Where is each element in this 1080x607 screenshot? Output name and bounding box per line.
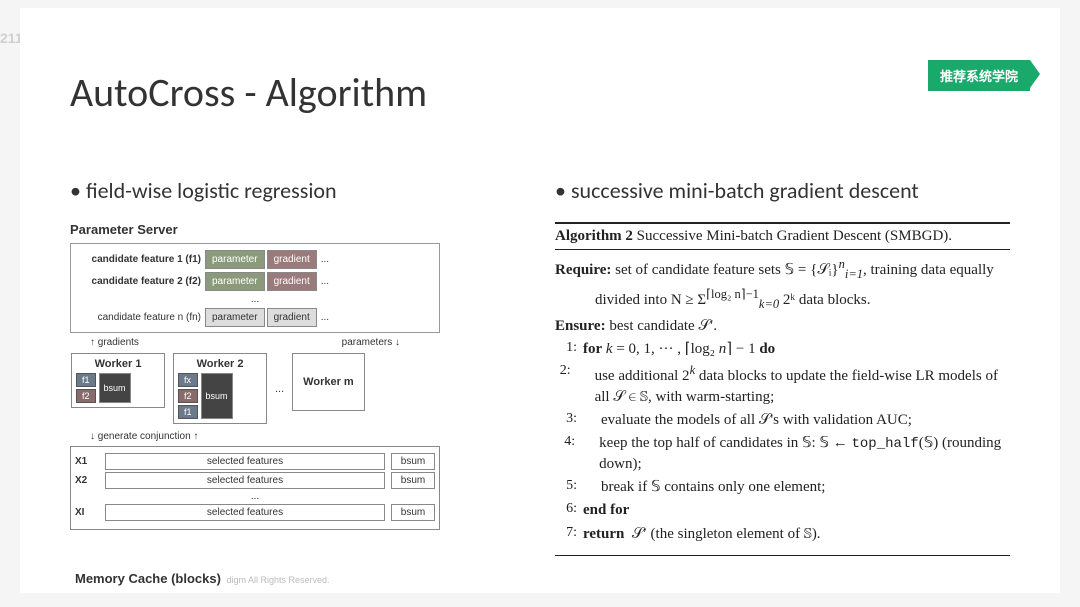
bsum-chip: bsum bbox=[201, 373, 233, 419]
footer: Memory Cache (blocks) digm All Rights Re… bbox=[75, 571, 330, 586]
algo-line: 1:for k = 0, 1, ··· , ⌈log₂ n⌉ − 1 do bbox=[555, 339, 1010, 359]
line-body: keep the top half of candidates in 𝕊: 𝕊 … bbox=[581, 433, 1010, 474]
grad-chip: gradient bbox=[267, 272, 317, 291]
slide-title: AutoCross - Algorithm bbox=[70, 68, 1010, 117]
algo-title: Algorithm 2 Successive Mini-batch Gradie… bbox=[555, 224, 1010, 250]
algo-name: Successive Mini-batch Gradient Descent (… bbox=[637, 228, 952, 244]
line-number: 7: bbox=[555, 524, 583, 543]
mem-row-label: X1 bbox=[75, 456, 99, 467]
feature-chip: f1 bbox=[76, 373, 96, 387]
line-body: end for bbox=[583, 500, 629, 520]
selected-features: selected features bbox=[105, 472, 385, 489]
line-number: 5: bbox=[555, 477, 583, 496]
slide: 推荐系统学院 AutoCross - Algorithm field-wise … bbox=[20, 8, 1060, 593]
mem-row-label: X2 bbox=[75, 475, 99, 486]
algo-line: 7:return 𝒮′ (the singleton element of 𝕊)… bbox=[555, 524, 1010, 544]
badge: 推荐系统学院 bbox=[928, 60, 1030, 91]
param-chip: parameter bbox=[205, 272, 265, 291]
ps-title: Parameter Server bbox=[70, 222, 440, 237]
memory-cache-title: Memory Cache (blocks) bbox=[75, 571, 221, 586]
algorithm-box: Algorithm 2 Successive Mini-batch Gradie… bbox=[555, 222, 1010, 556]
bsum-chip: bsum bbox=[99, 373, 131, 403]
candidate-row: candidate feature 2 (f2) parameter gradi… bbox=[77, 272, 433, 291]
worker-m-box: Worker m bbox=[292, 353, 365, 411]
parameters-label: parameters ↓ bbox=[342, 337, 400, 348]
left-bullet: field-wise logistic regression bbox=[70, 177, 525, 204]
algo-line: 3:evaluate the models of all 𝒮's with va… bbox=[555, 410, 1010, 430]
mem-row-label: XI bbox=[75, 507, 99, 518]
feature-chip: f1 bbox=[178, 405, 198, 419]
dots: ... bbox=[317, 254, 329, 265]
right-column: successive mini-batch gradient descent A… bbox=[555, 177, 1010, 556]
line-body: evaluate the models of all 𝒮's with vali… bbox=[583, 410, 912, 430]
line-number: 3: bbox=[555, 410, 583, 429]
mem-bsum: bsum bbox=[391, 472, 435, 489]
algo-line: 2:use additional 2k data blocks to updat… bbox=[555, 362, 1010, 407]
algo-line: 5:break if 𝕊 contains only one element; bbox=[555, 477, 1010, 497]
feature-chip: f2 bbox=[76, 389, 96, 403]
line-body: break if 𝕊 contains only one element; bbox=[583, 477, 825, 497]
mem-bsum: bsum bbox=[391, 453, 435, 470]
algo-label: Algorithm 2 bbox=[555, 228, 633, 244]
line-body: use additional 2k data blocks to update … bbox=[577, 362, 1010, 407]
cf-label: candidate feature n (fn) bbox=[77, 312, 205, 323]
ellipsis-row: ... bbox=[75, 491, 435, 502]
algo-require: Require: set of candidate feature sets 𝕊… bbox=[555, 256, 1010, 283]
dots: ... bbox=[317, 312, 329, 323]
dots: ... bbox=[275, 383, 284, 395]
feature-chip: f2 bbox=[178, 389, 198, 403]
generate-conjunction-label: ↓ generate conjunction ↑ bbox=[90, 431, 440, 442]
footer-copyright: digm All Rights Reserved. bbox=[224, 575, 330, 585]
mem-row: X2 selected features bsum bbox=[75, 472, 435, 489]
candidate-row: candidate feature n (fn) parameter gradi… bbox=[77, 308, 433, 327]
workers-row: Worker 1 f1 f2 bsum Worker 2 bbox=[70, 352, 440, 425]
worker-title: Worker 2 bbox=[178, 358, 262, 370]
line-number: 6: bbox=[555, 500, 583, 519]
ellipsis: ... bbox=[251, 294, 259, 305]
ellipsis: ... bbox=[251, 491, 259, 502]
algo-line: 4:keep the top half of candidates in 𝕊: … bbox=[555, 433, 1010, 474]
arrows-row: ↑ gradients parameters ↓ bbox=[70, 337, 440, 348]
line-number: 4: bbox=[555, 433, 581, 452]
algo-body: Require: set of candidate feature sets 𝕊… bbox=[555, 250, 1010, 555]
left-column: field-wise logistic regression Parameter… bbox=[70, 177, 525, 556]
algo-require-cont: divided into N ≥ Σ⌈log₂ n⌉−1k=0 2ᵏ data … bbox=[555, 286, 1010, 313]
grad-chip: gradient bbox=[267, 250, 317, 269]
gradients-label: ↑ gradients bbox=[90, 337, 139, 348]
grad-chip: gradient bbox=[267, 308, 317, 327]
right-bullet: successive mini-batch gradient descent bbox=[555, 177, 1010, 204]
selected-features: selected features bbox=[105, 504, 385, 521]
line-body: for k = 0, 1, ··· , ⌈log₂ n⌉ − 1 do bbox=[583, 339, 775, 359]
mem-row: X1 selected features bsum bbox=[75, 453, 435, 470]
memory-cache-box: X1 selected features bsum X2 selected fe… bbox=[70, 446, 440, 530]
mem-row: XI selected features bsum bbox=[75, 504, 435, 521]
algo-line: 6:end for bbox=[555, 500, 1010, 520]
param-chip: parameter bbox=[205, 250, 265, 269]
dots: ... bbox=[317, 276, 329, 287]
line-body: return 𝒮′ (the singleton element of 𝕊). bbox=[583, 524, 821, 544]
line-number: 1: bbox=[555, 339, 583, 358]
param-chip: parameter bbox=[205, 308, 265, 327]
cf-label: candidate feature 1 (f1) bbox=[77, 254, 205, 265]
algo-ensure: Ensure: best candidate 𝒮′. bbox=[555, 316, 1010, 336]
line-number: 2: bbox=[555, 362, 577, 381]
mem-bsum: bsum bbox=[391, 504, 435, 521]
selected-features: selected features bbox=[105, 453, 385, 470]
worker-title: Worker 1 bbox=[76, 358, 160, 370]
worker-box: Worker 2 fx f2 f1 bsum bbox=[173, 353, 267, 424]
ps-box: candidate feature 1 (f1) parameter gradi… bbox=[70, 243, 440, 333]
ellipsis-row: ... bbox=[77, 294, 433, 305]
worker-box: Worker 1 f1 f2 bsum bbox=[71, 353, 165, 408]
param-server-diagram: Parameter Server candidate feature 1 (f1… bbox=[70, 222, 440, 530]
feature-chip: fx bbox=[178, 373, 198, 387]
candidate-row: candidate feature 1 (f1) parameter gradi… bbox=[77, 250, 433, 269]
cf-label: candidate feature 2 (f2) bbox=[77, 276, 205, 287]
